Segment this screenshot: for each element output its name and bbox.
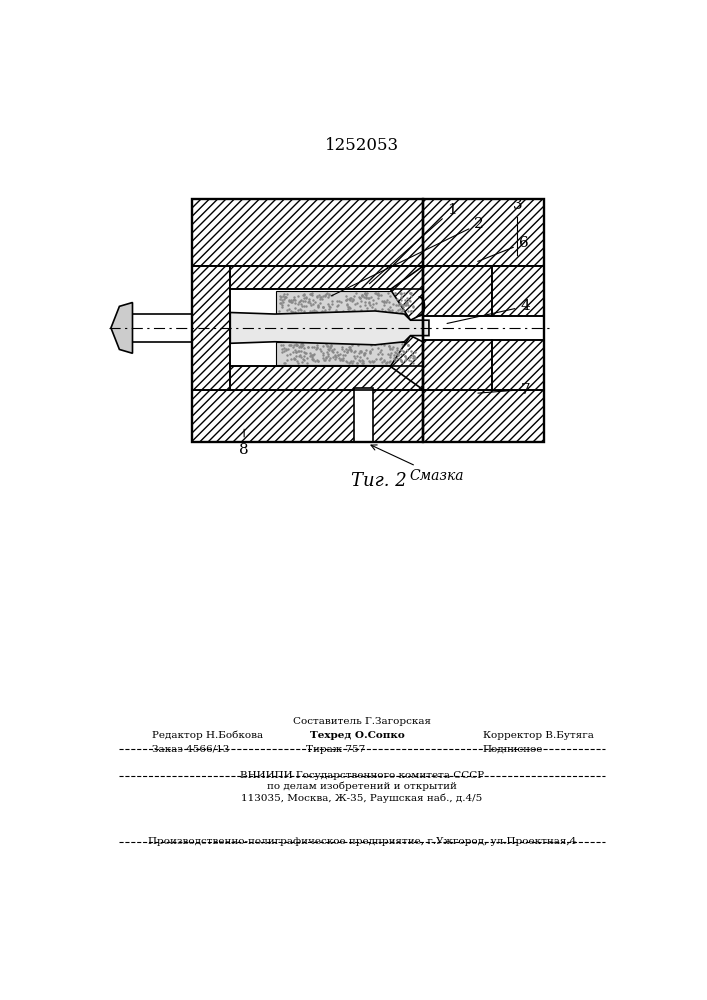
Bar [230, 366, 423, 389]
Text: Смазка: Смазка [371, 445, 464, 483]
Text: 6: 6 [478, 236, 529, 261]
Bar [423, 340, 492, 389]
Text: Тираж 757: Тираж 757 [305, 745, 365, 754]
Bar [132, 314, 192, 342]
Polygon shape [390, 336, 423, 389]
Polygon shape [276, 342, 417, 365]
Bar [192, 389, 423, 442]
Polygon shape [230, 311, 429, 345]
Bar [423, 389, 544, 442]
Bar [192, 199, 423, 266]
Bar [230, 266, 423, 289]
Bar [492, 266, 544, 316]
Text: по делам изобретений и открытий: по делам изобретений и открытий [267, 782, 457, 791]
Text: 4: 4 [447, 299, 530, 323]
Bar [192, 199, 423, 442]
Text: Корректор В.Бутяга: Корректор В.Бутяга [483, 731, 594, 740]
Bar [423, 316, 544, 340]
Text: 2: 2 [332, 217, 484, 296]
Text: 113035, Москва, Ж-35, Раушская наб., д.4/5: 113035, Москва, Ж-35, Раушская наб., д.4… [241, 793, 483, 803]
Polygon shape [276, 291, 417, 314]
Bar [230, 289, 423, 366]
Polygon shape [111, 302, 132, 353]
Text: Редактор Н.Бобкова: Редактор Н.Бобкова [152, 730, 263, 740]
Text: Производственно-полиграфическое предприятие, г.Ужгород, ул.Проектная,4: Производственно-полиграфическое предприя… [148, 837, 576, 846]
Bar [192, 266, 230, 389]
Bar [492, 340, 544, 389]
Text: 1252053: 1252053 [325, 137, 399, 154]
Text: 1: 1 [370, 203, 457, 284]
Polygon shape [390, 266, 423, 320]
Bar [423, 199, 544, 442]
Text: Τиг. 2: Τиг. 2 [351, 472, 407, 490]
Text: 8: 8 [240, 429, 249, 457]
Text: ВНИИПИ Государственного комитета СССР: ВНИИПИ Государственного комитета СССР [240, 771, 484, 780]
Text: Подписное: Подписное [483, 745, 543, 754]
Text: Составитель Г.Загорская: Составитель Г.Загорская [293, 717, 431, 726]
Text: 3: 3 [513, 198, 522, 256]
Text: 7: 7 [478, 382, 530, 396]
Text: Заказ 4566/13: Заказ 4566/13 [152, 745, 229, 754]
Bar [354, 388, 373, 442]
Bar [423, 266, 492, 316]
Text: Техред О.Сопко: Техред О.Сопко [310, 731, 404, 740]
Bar [423, 199, 544, 266]
